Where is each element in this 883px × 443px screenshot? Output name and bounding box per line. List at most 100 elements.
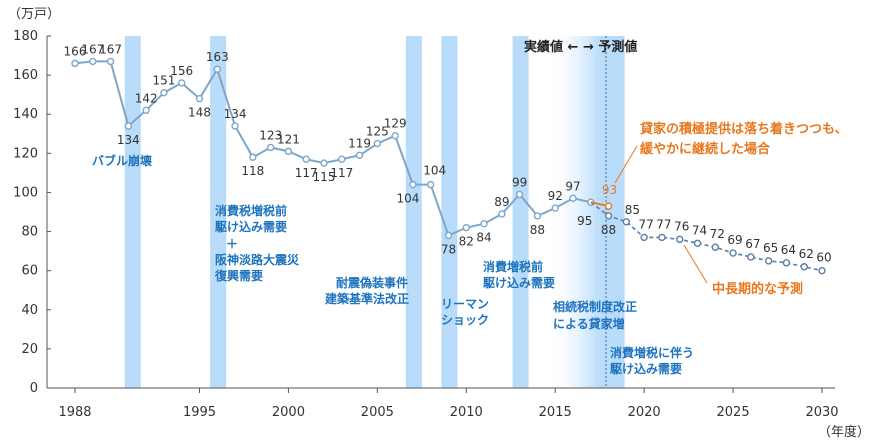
data-point-actual xyxy=(320,159,328,167)
shaded-period-0 xyxy=(124,36,141,388)
value-label-actual: 78 xyxy=(441,242,456,256)
shaded-period-3 xyxy=(441,36,458,388)
data-point-scenario xyxy=(604,202,613,210)
value-label-actual: 167 xyxy=(99,42,122,56)
data-point-actual xyxy=(338,155,346,163)
value-label-actual: 166 xyxy=(64,44,87,58)
value-label-actual: 156 xyxy=(170,64,193,78)
data-point-actual xyxy=(551,204,559,212)
x-tick-label: 2020 xyxy=(628,405,661,420)
y-tick-label: 20 xyxy=(21,342,38,357)
shaded-period-5 xyxy=(546,36,600,388)
data-point-actual xyxy=(195,94,204,103)
value-label-actual: 84 xyxy=(476,231,491,245)
value-label-actual: 92 xyxy=(548,189,563,203)
y-tick-label: 0 xyxy=(30,381,38,396)
value-label-actual: 134 xyxy=(224,107,247,121)
data-point-actual xyxy=(569,194,577,203)
value-label-forecast: 67 xyxy=(745,237,760,251)
data-point-actual xyxy=(427,180,435,189)
annotation-tax13-line1: 消費増税前 xyxy=(483,259,543,274)
value-label-actual: 151 xyxy=(152,74,175,88)
value-label-actual: 115 xyxy=(313,170,336,184)
data-point-actual xyxy=(409,180,417,189)
y-tick-label: 180 xyxy=(13,29,38,44)
data-point-actual xyxy=(444,231,453,240)
y-tick-label: 80 xyxy=(21,225,38,240)
annotation-lehman-line2: ショック xyxy=(441,313,489,327)
x-tick-label: 2025 xyxy=(717,405,750,420)
x-tick-label: 1995 xyxy=(183,405,216,420)
annotation-build-line1: 耐震偽装事件 xyxy=(336,275,408,290)
data-point-forecast xyxy=(800,263,808,271)
data-point-actual xyxy=(480,220,488,228)
annotation-tax19-line1: 消費増税に伴う xyxy=(610,345,694,360)
series-line-actual xyxy=(74,60,592,237)
shaded-period-1 xyxy=(210,36,227,388)
annotation-inherit-line2: による貸家増 xyxy=(553,316,625,331)
data-point-actual xyxy=(124,122,133,130)
data-point-actual xyxy=(302,155,310,163)
value-label-actual: 89 xyxy=(494,195,509,209)
data-point-actual xyxy=(231,122,239,130)
y-axis-ticks: 0 20 40 60 80 100 120 140 160 180 xyxy=(13,29,51,396)
data-point-forecast xyxy=(676,235,684,244)
annotation-inherit-line1: 相続税制度改正 xyxy=(553,299,637,314)
y-tick-label: 100 xyxy=(13,185,38,200)
value-label-forecast: 64 xyxy=(781,243,796,257)
annotation-tax13-line2: 駆け込み需要 xyxy=(483,275,555,290)
data-point-forecast xyxy=(764,257,773,265)
value-label-forecast: 77 xyxy=(656,217,671,231)
data-point-actual xyxy=(462,223,470,232)
x-axis-unit: （年度） xyxy=(818,424,870,440)
value-label-actual: 104 xyxy=(423,164,446,178)
value-label-actual: 118 xyxy=(241,164,264,178)
y-tick-label: 40 xyxy=(21,303,38,318)
value-label-forecast: 88 xyxy=(601,223,616,237)
y-axis-unit: （万戸） xyxy=(8,7,60,22)
y-tick-label: 160 xyxy=(13,68,38,83)
value-label-scenario: 93 xyxy=(602,183,617,197)
value-label-actual: 123 xyxy=(259,128,282,142)
value-label-forecast: 69 xyxy=(727,233,742,247)
annotation-forecast: 中長期的な予測 xyxy=(712,281,803,297)
data-point-actual xyxy=(373,139,382,148)
data-point-actual xyxy=(89,57,97,66)
scenario-callout-line xyxy=(614,145,638,184)
x-tick-label: 2030 xyxy=(805,405,838,420)
value-label-actual: 88 xyxy=(530,223,545,237)
value-label-forecast: 65 xyxy=(763,241,778,255)
x-tick-label: 2005 xyxy=(361,405,394,420)
data-point-forecast xyxy=(782,259,791,267)
series-lines xyxy=(71,57,826,275)
data-point-actual xyxy=(498,210,506,218)
x-tick-label: 2015 xyxy=(539,405,572,420)
annotation-tax95-line1: 消費税増税前 xyxy=(215,203,287,218)
value-label-actual: 134 xyxy=(117,133,140,147)
data-point-actual xyxy=(533,212,542,220)
shaded-period-2 xyxy=(405,36,422,388)
data-point-forecast xyxy=(818,266,826,275)
y-tick-label: 60 xyxy=(21,264,38,279)
data-point-actual xyxy=(515,190,524,199)
value-label-actual: 99 xyxy=(512,175,527,189)
x-tick-label: 2000 xyxy=(272,405,305,420)
data-point-actual xyxy=(142,106,150,115)
data-point-actual xyxy=(71,59,79,68)
annotation-scenario-line1: 貸家の積極提供は落ち着きつつも、 xyxy=(640,121,848,137)
data-labels: 1661671671341421511561481631341181231211… xyxy=(64,42,832,264)
y-tick-label: 120 xyxy=(13,146,38,161)
event-shaded-periods xyxy=(124,36,625,388)
annotation-tax95-line2: 駆け込み需要 xyxy=(215,219,287,234)
series-line-forecast xyxy=(590,201,823,272)
data-point-actual xyxy=(213,65,221,73)
annotation-lehman-line1: リーマン xyxy=(441,297,489,311)
shaded-period-4 xyxy=(512,36,529,388)
value-label-actual: 125 xyxy=(366,125,389,139)
value-label-actual: 97 xyxy=(565,179,580,193)
data-point-actual xyxy=(106,57,115,66)
value-label-actual: 104 xyxy=(396,192,419,206)
value-label-actual: 117 xyxy=(330,166,353,180)
value-label-forecast: 74 xyxy=(692,223,707,237)
